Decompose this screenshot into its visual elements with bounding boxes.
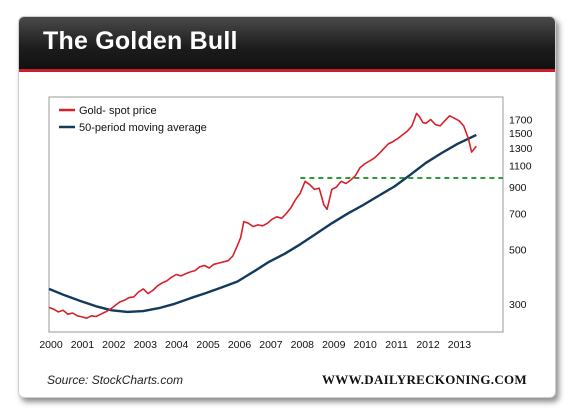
y-tick-label: 1500 — [509, 128, 533, 140]
x-tick-label: 2008 — [291, 339, 315, 351]
x-tick-label: 2004 — [165, 339, 189, 351]
legend-box — [53, 101, 233, 137]
y-tick-label: 900 — [509, 182, 527, 194]
brand-url[interactable]: WWW.DAILYRECKONING.COM — [322, 372, 527, 387]
x-tick-label: 2002 — [102, 339, 126, 351]
x-tick-label: 2009 — [322, 339, 346, 351]
gold-spot-price-line — [48, 112, 477, 320]
y-tick-label: 1700 — [509, 114, 533, 126]
chart-card: The Golden Bull 2000 2001 2002 2003 2004 2005… — [18, 16, 556, 398]
x-tick-label: 2005 — [196, 339, 220, 351]
source-credit: Source: StockCharts.com — [47, 373, 184, 387]
legend-label-moving-average: 50-period moving average — [79, 122, 207, 134]
banner-title: The Golden Bull — [43, 27, 238, 55]
x-tick-label: 2007 — [259, 339, 283, 351]
y-tick-label: 1100 — [509, 161, 532, 173]
legend: Gold- spot price 50-period moving averag… — [53, 101, 233, 137]
x-tick-label: 2010 — [354, 339, 378, 351]
x-tick-label: 2011 — [385, 339, 408, 351]
y-tick-label: 300 — [509, 299, 527, 311]
x-tick-label: 2006 — [228, 339, 252, 351]
x-tick-label: 2013 — [448, 339, 472, 351]
y-tick-label: 700 — [509, 209, 527, 221]
x-tick-label: 2003 — [134, 339, 158, 351]
moving-average-line — [48, 133, 477, 314]
x-tick-label: 2000 — [39, 339, 63, 351]
y-tick-label: 1300 — [509, 143, 533, 155]
x-tick-label: 2012 — [416, 339, 440, 351]
legend-label-gold: Gold- spot price — [79, 105, 157, 117]
y-tick-label: 500 — [509, 244, 527, 256]
gold-chart: 2000 2001 2002 2003 2004 2005 2006 2007 2008 2009… — [39, 96, 533, 351]
x-tick-label: 2001 — [71, 339, 95, 351]
title-banner: The Golden Bull — [19, 17, 555, 72]
